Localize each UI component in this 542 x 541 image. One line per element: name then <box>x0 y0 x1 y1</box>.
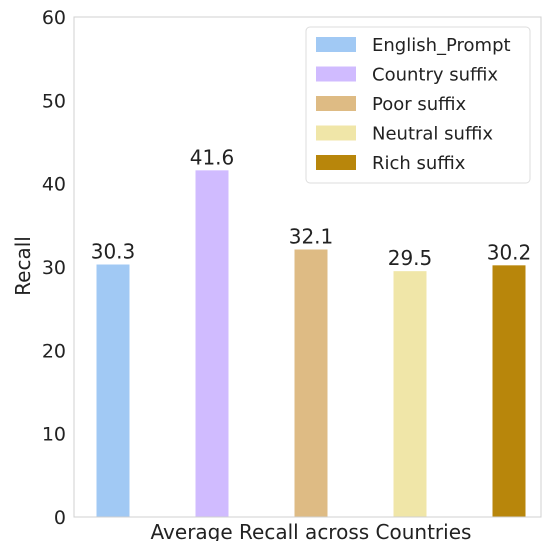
bar-value-label: 30.2 <box>487 240 532 264</box>
bar-value-labels: 30.3 41.6 32.1 29.5 30.2 <box>91 145 532 270</box>
y-tick-label: 50 <box>42 90 66 112</box>
plot-frame <box>73 16 542 518</box>
y-axis: 0 10 20 30 40 50 60 <box>42 7 66 529</box>
legend-label: English_Prompt <box>372 35 511 56</box>
x-axis-label: Average Recall across Countries <box>151 520 472 541</box>
legend-label: Neutral suffix <box>372 124 493 145</box>
bar-rich-suffix <box>492 265 526 517</box>
legend-swatch <box>316 155 356 170</box>
bars <box>96 170 526 518</box>
bar-value-label: 30.3 <box>91 240 136 264</box>
legend-label: Rich suffix <box>372 153 466 174</box>
legend: English_Prompt Country suffix Poor suffix N… <box>305 26 531 184</box>
y-tick-label: 0 <box>54 507 66 529</box>
y-tick-label: 10 <box>42 424 66 446</box>
bar-value-label: 41.6 <box>190 145 235 169</box>
bar-poor-suffix <box>294 249 328 517</box>
y-tick-label: 60 <box>42 7 66 29</box>
legend-swatch <box>316 125 356 141</box>
legend-label: Country suffix <box>372 65 498 86</box>
bar-english-prompt <box>96 264 130 517</box>
y-tick-label: 20 <box>42 340 66 362</box>
bar-neutral-suffix <box>393 271 427 517</box>
y-axis-label: Recall <box>11 236 35 296</box>
bar-country-suffix <box>195 170 229 518</box>
bar-value-label: 32.1 <box>289 225 334 249</box>
legend-swatch <box>316 96 356 111</box>
y-tick-label: 40 <box>42 174 66 196</box>
legend-swatch <box>316 37 356 52</box>
y-tick-label: 30 <box>42 257 66 279</box>
legend-label: Poor suffix <box>372 94 467 115</box>
bar-value-label: 29.5 <box>388 246 433 270</box>
legend-box <box>305 26 531 184</box>
legend-swatch <box>316 66 356 82</box>
